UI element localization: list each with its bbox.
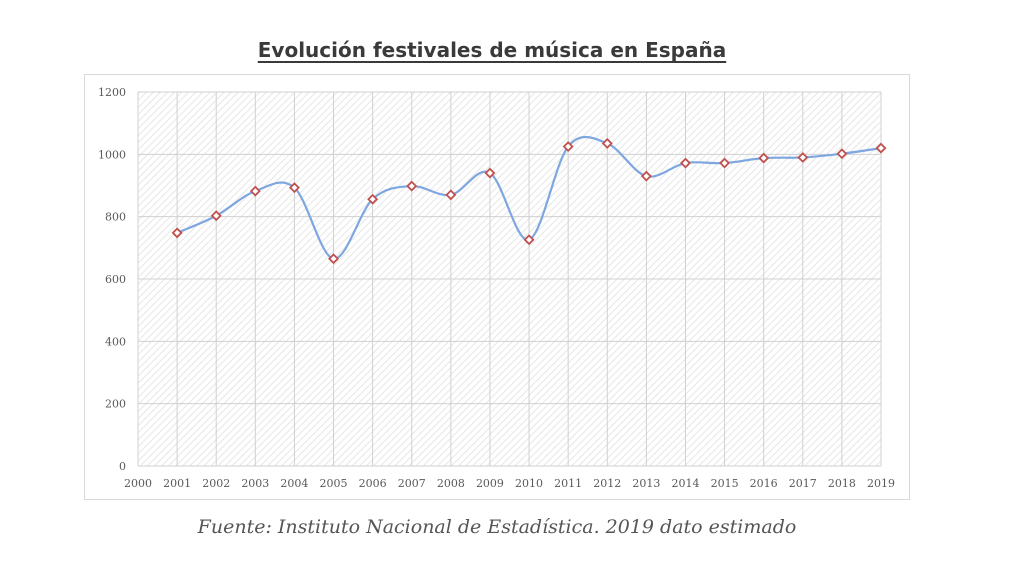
x-tick-label: 2002 — [202, 477, 230, 490]
source-caption: Fuente: Instituto Nacional de Estadístic… — [197, 516, 797, 538]
x-tick-label: 2019 — [867, 477, 895, 490]
x-tick-label: 2010 — [515, 477, 543, 490]
x-tick-label: 2009 — [476, 477, 504, 490]
x-tick-label: 2016 — [750, 477, 778, 490]
data-point — [875, 142, 887, 154]
y-tick-label: 600 — [105, 273, 126, 286]
data-point — [719, 157, 731, 169]
chart-title: Evolución festivales de música en España — [257, 38, 727, 62]
data-point — [601, 137, 613, 149]
x-tick-label: 2014 — [671, 477, 699, 490]
x-tick-label: 2015 — [711, 477, 739, 490]
chart-area: 0 200 400 600 800 1000 1200 2000 2001 2002 2003 200… — [84, 74, 910, 500]
data-point — [328, 253, 339, 265]
data-point — [406, 180, 418, 192]
x-tick-label: 2005 — [320, 477, 348, 490]
x-tick-label: 2011 — [554, 477, 582, 490]
data-point — [523, 234, 535, 246]
data-point — [445, 189, 457, 201]
data-point — [484, 167, 496, 179]
data-point — [836, 148, 848, 160]
y-tick-label: 1200 — [98, 86, 126, 99]
y-tick-label: 400 — [105, 335, 126, 348]
data-point — [797, 151, 809, 163]
x-tick-label: 2012 — [593, 477, 621, 490]
x-tick-label: 2013 — [632, 477, 660, 490]
x-tick-label: 2007 — [398, 477, 426, 490]
line-chart: 0 200 400 600 800 1000 1200 2000 2001 2002 2003 200… — [98, 86, 895, 490]
x-tick-label: 2018 — [828, 477, 856, 490]
x-tick-label: 2003 — [241, 477, 269, 490]
data-point — [680, 157, 691, 169]
x-tick-label: 2000 — [124, 477, 152, 490]
data-point — [562, 141, 574, 153]
x-tick-label: 2006 — [359, 477, 387, 490]
y-tick-label: 1000 — [98, 148, 126, 161]
y-tick-label: 0 — [119, 460, 126, 473]
data-point — [367, 193, 379, 205]
x-tick-label: 2004 — [280, 477, 308, 490]
data-point — [249, 185, 261, 197]
x-tick-label: 2001 — [163, 477, 191, 490]
x-tick-label: 2008 — [437, 477, 465, 490]
data-point — [210, 210, 222, 222]
y-tick-label: 800 — [105, 211, 126, 224]
data-point — [171, 227, 183, 239]
x-tick-label: 2017 — [789, 477, 817, 490]
data-point — [288, 182, 300, 194]
y-tick-label: 200 — [105, 398, 126, 411]
data-point — [758, 152, 770, 164]
data-point — [640, 170, 652, 182]
